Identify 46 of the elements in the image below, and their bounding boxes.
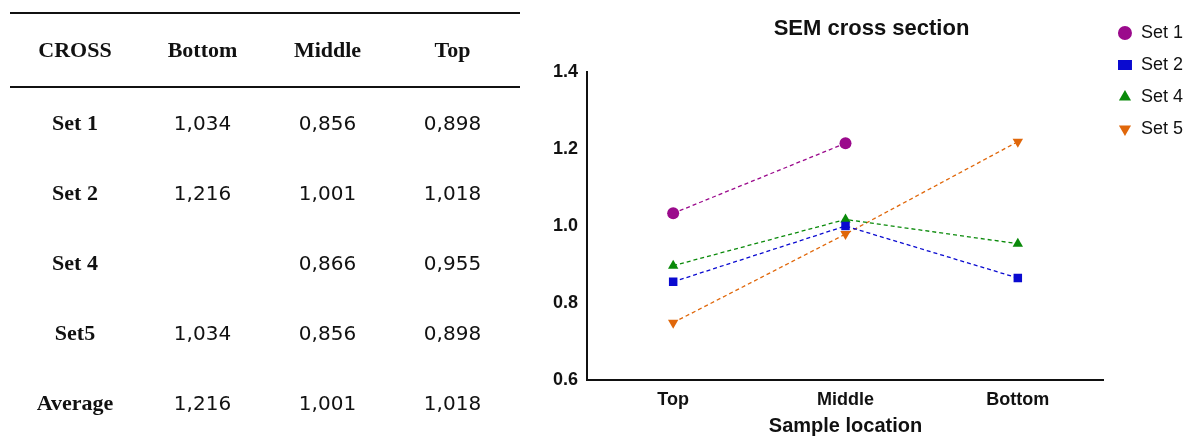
- y-tick-label: 1.4: [552, 61, 579, 82]
- text: 1,001: [297, 391, 358, 415]
- y-tick-label: 0.6: [552, 369, 579, 390]
- x-tick-label: Top: [657, 389, 690, 410]
- text: 0,866: [297, 251, 358, 275]
- text: 1,018: [422, 391, 483, 415]
- text: 0,955: [422, 251, 483, 275]
- text: 0,856: [297, 111, 358, 135]
- point: [1012, 138, 1024, 148]
- text: Set 4: [51, 250, 99, 276]
- text: 1,018: [422, 181, 483, 205]
- point: [840, 213, 851, 223]
- text: Set 2: [51, 180, 99, 206]
- text: Middle: [292, 37, 363, 63]
- x-tick-label: Middle: [817, 389, 874, 410]
- point: [1012, 237, 1024, 247]
- legend-label: Set 1: [1140, 21, 1183, 42]
- text: 1,216: [172, 181, 233, 205]
- point: [839, 137, 852, 150]
- text: CROSS: [37, 37, 113, 63]
- text: Bottom: [166, 37, 239, 63]
- text: 1,034: [172, 321, 233, 345]
- x-axis-title: Sample location: [768, 413, 923, 436]
- text: Set5: [53, 320, 97, 346]
- legend-label: Set 4: [1140, 85, 1183, 106]
- text: 0,856: [297, 321, 358, 345]
- chart-title: SEM cross section: [773, 15, 970, 41]
- point: [667, 259, 679, 269]
- y-tick-label: 1.2: [552, 138, 579, 159]
- point: [841, 221, 850, 231]
- text: 1,001: [297, 181, 358, 205]
- legend-label: Set 5: [1140, 117, 1183, 138]
- text: Average: [35, 390, 115, 416]
- point: [667, 207, 680, 220]
- x-tick-label: Bottom: [986, 389, 1050, 410]
- y-tick-label: 1.0: [552, 215, 579, 236]
- text: Set 1: [51, 110, 99, 136]
- y-tick-label: 0.8: [552, 292, 579, 313]
- text: 0,898: [422, 321, 483, 345]
- text: 1,034: [172, 111, 233, 135]
- point: [667, 319, 679, 329]
- text: 0,898: [422, 111, 483, 135]
- text: 1,216: [172, 391, 233, 415]
- point: [840, 231, 851, 241]
- legend-label: Set 2: [1140, 53, 1183, 74]
- text: Top: [433, 37, 472, 63]
